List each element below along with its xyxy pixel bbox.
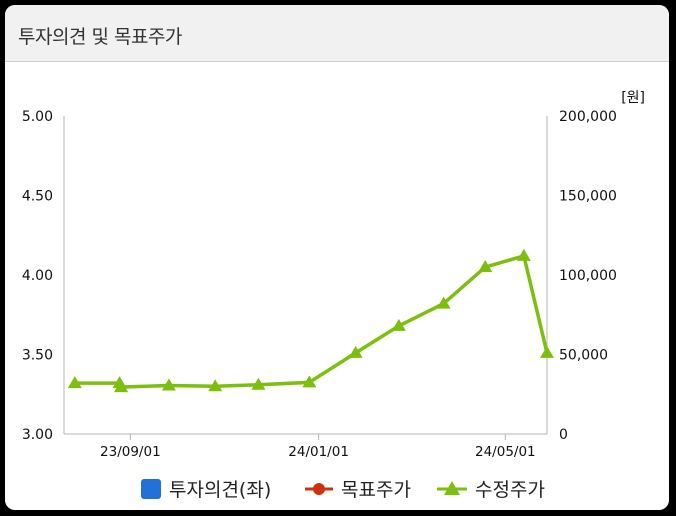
legend-target-marker — [313, 483, 325, 495]
panel-title: 투자의견 및 목표주가 — [18, 26, 182, 48]
chart-panel: 투자의견 및 목표주가 5.00 4.50 4.00 3.50 3.00 200,000 1… — [5, 5, 669, 510]
legend-target-label: 목표주가 — [341, 479, 411, 501]
x-axis-tick-label: 24/01/01 — [288, 444, 349, 460]
price-point-marker — [251, 377, 266, 390]
x-axis-tick-label: 23/09/01 — [100, 444, 161, 460]
right-axis-unit: [원] — [621, 90, 645, 106]
panel-header: 투자의견 및 목표주가 — [5, 5, 669, 62]
legend-opinion-swatch — [141, 479, 161, 499]
legend-opinion-label: 투자의견(좌) — [169, 479, 271, 501]
price-point-marker — [478, 260, 493, 273]
legend-price-label: 수정주가 — [475, 479, 545, 501]
chart-area: 5.00 4.50 4.00 3.50 3.00 200,000 150,000 100,00… — [5, 62, 669, 510]
right-axis-tick-label: 150,000 — [559, 189, 617, 205]
price-point-marker — [161, 378, 176, 391]
price-point-marker — [302, 375, 317, 388]
right-axis-tick-label: 100,000 — [559, 268, 617, 284]
left-axis-tick-label: 5.00 — [22, 109, 53, 125]
left-axis-tick-label: 4.50 — [22, 189, 53, 205]
chart-svg: 5.00 4.50 4.00 3.50 3.00 200,000 150,000 100,00… — [22, 90, 645, 501]
price-point-marker — [208, 379, 223, 392]
price-point-marker — [114, 380, 129, 393]
right-axis-tick-label: 0 — [559, 427, 568, 443]
price-point-marker — [516, 248, 531, 261]
price-point-marker — [348, 345, 363, 358]
x-axis-tick-label: 24/05/01 — [475, 444, 536, 460]
left-axis-tick-label: 3.00 — [22, 427, 53, 443]
legend-price-marker — [444, 481, 460, 495]
price-point-marker — [540, 345, 554, 358]
right-axis-tick-label: 50,000 — [559, 348, 608, 364]
left-axis-tick-label: 4.00 — [22, 268, 53, 284]
price-point-marker — [391, 318, 406, 331]
price-point-marker — [436, 296, 451, 309]
left-axis-tick-label: 3.50 — [22, 348, 53, 364]
price-series-line — [74, 254, 549, 389]
price-point-marker — [67, 376, 82, 389]
right-axis-tick-label: 200,000 — [559, 109, 617, 125]
